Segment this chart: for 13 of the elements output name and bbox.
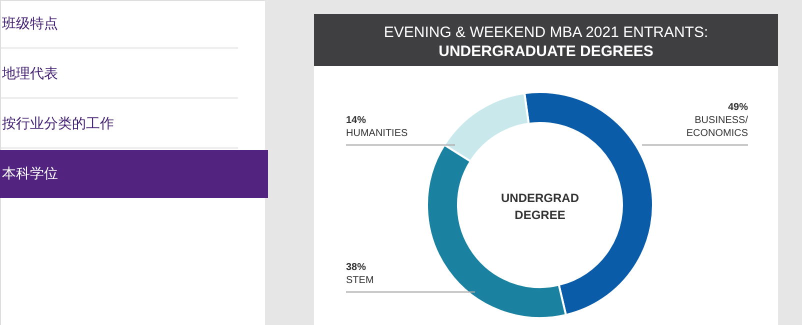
chart-title: EVENING & WEEKEND MBA 2021 ENTRANTS: [384, 24, 708, 41]
text: UNDERGRAD DEGREE [501, 191, 580, 222]
chart-subtitle: UNDERGRADUATE DEGREES [438, 43, 654, 60]
text: 本科学位 [2, 165, 58, 181]
data-label: 38% [346, 262, 366, 273]
slice-label: HUMANITIES [346, 128, 408, 139]
data-label: 49% [728, 102, 748, 113]
slice-label: BUSINESS/ECONOMICS [686, 115, 748, 139]
text: 按行业分类的工作 [2, 115, 114, 131]
slice-label: STEM [346, 275, 374, 286]
data-label: 14% [346, 115, 366, 126]
text: 班级特点 [2, 15, 58, 31]
text: 地理代表 [1, 65, 58, 81]
